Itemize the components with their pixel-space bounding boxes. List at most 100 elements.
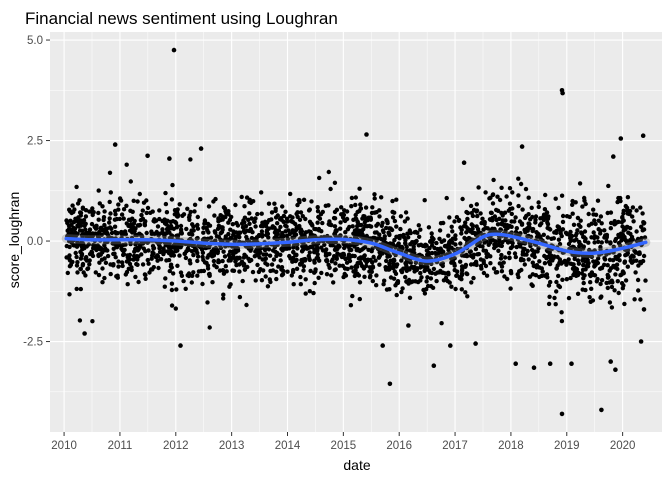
data-point — [168, 226, 174, 231]
data-point — [186, 215, 192, 220]
data-point — [221, 296, 226, 301]
data-point — [103, 260, 109, 265]
data-point — [622, 301, 627, 307]
data-point — [633, 270, 638, 275]
data-point — [296, 224, 301, 229]
data-point — [155, 258, 160, 263]
data-point — [458, 241, 463, 246]
data-point — [96, 252, 101, 258]
data-point — [181, 278, 186, 284]
data-point — [220, 227, 225, 232]
chart-title: Financial news sentiment using Loughran — [25, 9, 338, 28]
data-point — [545, 225, 550, 231]
data-point — [173, 249, 178, 254]
data-point — [343, 266, 348, 271]
data-point — [622, 260, 627, 265]
data-point — [136, 279, 141, 285]
data-point — [554, 279, 559, 285]
outlier-point — [599, 407, 604, 413]
data-point — [534, 263, 540, 268]
data-point — [155, 253, 160, 258]
data-point — [463, 220, 468, 225]
data-point — [315, 252, 320, 257]
data-point — [108, 190, 114, 195]
data-point — [237, 294, 243, 300]
data-point — [67, 256, 72, 262]
x-tick-label: 2015 — [331, 440, 357, 452]
data-point — [77, 318, 83, 323]
outlier-point — [613, 367, 618, 373]
data-point — [350, 253, 355, 258]
data-point — [145, 240, 150, 245]
data-point — [299, 257, 304, 263]
data-point — [539, 273, 544, 279]
data-point — [524, 213, 529, 219]
data-point — [554, 266, 559, 271]
data-point — [155, 224, 161, 229]
data-point — [606, 274, 611, 280]
data-point — [290, 220, 296, 225]
data-point — [180, 213, 185, 218]
data-point — [130, 230, 135, 235]
data-point — [412, 230, 417, 235]
data-point — [151, 251, 156, 256]
data-point — [441, 249, 446, 254]
data-point — [398, 244, 403, 250]
data-point — [120, 260, 125, 265]
data-point — [146, 261, 151, 266]
data-point — [84, 244, 90, 249]
data-point — [109, 230, 115, 236]
data-point — [509, 271, 514, 276]
data-point — [67, 207, 72, 212]
data-point — [216, 259, 222, 265]
data-point — [157, 208, 162, 213]
data-point — [164, 210, 170, 215]
data-point — [499, 264, 505, 269]
data-point — [357, 222, 362, 228]
data-point — [290, 215, 295, 220]
data-point — [431, 266, 437, 272]
data-point — [607, 300, 613, 305]
data-point — [426, 225, 432, 230]
data-point — [557, 284, 563, 290]
data-point — [371, 254, 376, 260]
data-point — [635, 277, 641, 283]
data-point — [144, 230, 149, 236]
data-point — [545, 220, 550, 225]
data-point — [319, 245, 324, 250]
data-point — [259, 229, 265, 234]
data-point — [195, 258, 200, 264]
data-point — [83, 214, 89, 219]
data-point — [553, 196, 558, 201]
data-point — [591, 212, 596, 217]
data-point — [556, 237, 562, 242]
data-point — [65, 220, 70, 226]
data-point — [469, 280, 474, 285]
data-point — [230, 222, 235, 227]
data-point — [278, 258, 283, 263]
data-point — [133, 254, 138, 259]
data-point — [403, 274, 408, 280]
data-point — [598, 214, 604, 219]
data-point — [589, 254, 594, 259]
data-point — [627, 211, 632, 217]
data-point — [354, 241, 360, 247]
data-point — [124, 269, 130, 275]
data-point — [625, 251, 630, 256]
data-point — [265, 262, 270, 267]
data-point — [225, 238, 230, 243]
data-point — [138, 217, 144, 223]
data-point — [283, 209, 288, 214]
data-point — [91, 246, 96, 251]
data-point — [166, 257, 172, 263]
data-point — [74, 263, 80, 268]
data-point — [370, 246, 375, 251]
data-point — [77, 198, 82, 203]
data-point — [312, 258, 317, 263]
data-point — [281, 246, 286, 251]
data-point — [487, 217, 493, 222]
data-point — [546, 283, 552, 288]
data-point — [616, 219, 621, 225]
data-point — [112, 208, 118, 214]
data-point — [517, 241, 522, 246]
